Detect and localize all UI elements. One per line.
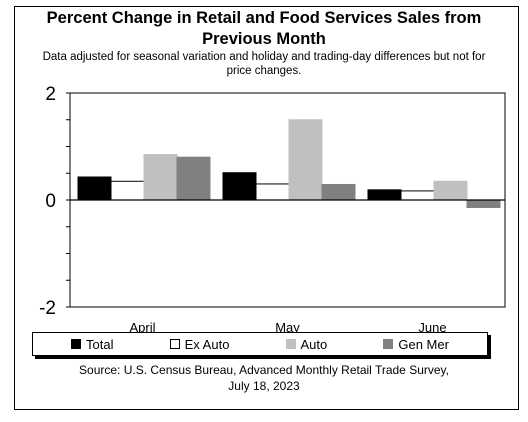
bar-gen-mer-june	[466, 199, 501, 208]
chart-title: Percent Change in Retail and Food Servic…	[0, 8, 528, 50]
legend-label: Auto	[300, 336, 328, 352]
bar-total-june	[367, 189, 402, 201]
legend-item: Auto	[285, 336, 328, 352]
bar-ex-auto-june	[400, 190, 435, 201]
legend-swatch	[285, 339, 296, 349]
legend-item: Gen Mer	[383, 337, 449, 352]
source-note: Source: U.S. Census Bureau, Advanced Mon…	[0, 362, 528, 394]
bar-ex-auto-may	[255, 183, 290, 201]
source-line-2: July 18, 2023	[228, 379, 300, 393]
legend-swatch	[71, 339, 82, 349]
bar-ex-auto-april	[110, 180, 145, 201]
x-tick-label: April	[129, 320, 155, 335]
y-tick-label: 0	[45, 191, 56, 212]
chart-title-line-2: Previous Month	[202, 30, 326, 48]
legend-label: Gen Mer	[398, 336, 449, 352]
y-tick-label: 2	[45, 84, 56, 105]
y-tick-label: -2	[39, 298, 56, 319]
chart-subtitle-line-1: Data adjusted for seasonal variation and…	[42, 51, 486, 63]
chart-subtitle: Data adjusted for seasonal variation and…	[8, 50, 520, 78]
chart-title-line-1: Percent Change in Retail and Food Servic…	[46, 9, 482, 27]
bar-total-april	[77, 176, 112, 201]
legend-item: Total	[71, 336, 114, 352]
bar-gen-mer-may	[321, 183, 356, 201]
bar-auto-june	[433, 180, 468, 201]
x-tick-label: May	[275, 320, 300, 335]
legend-item: Ex Auto	[169, 336, 230, 352]
bar-total-may	[222, 172, 257, 201]
bar-auto-may	[288, 119, 323, 201]
chart-legend: Total Ex Auto Auto Gen Mer	[32, 332, 488, 356]
legend-swatch	[169, 339, 180, 349]
legend-label: Ex Auto	[184, 336, 230, 352]
x-tick-label: June	[418, 320, 446, 335]
chart-subtitle-line-2: price changes.	[226, 65, 302, 77]
source-line-1: Source: U.S. Census Bureau, Advanced Mon…	[79, 363, 449, 377]
legend-label: Total	[86, 336, 114, 352]
bar-gen-mer-april	[176, 156, 211, 201]
legend-swatch	[383, 339, 394, 349]
bar-auto-april	[143, 154, 178, 201]
